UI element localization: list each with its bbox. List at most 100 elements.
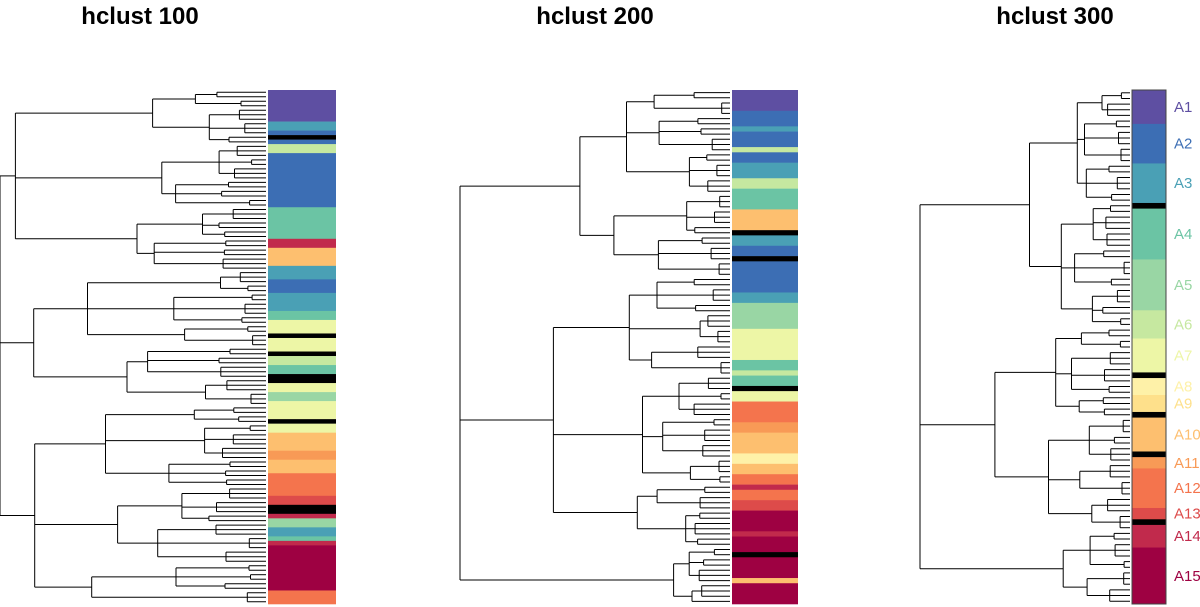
strip-cell-a2	[732, 110, 798, 127]
strip-cell-a2	[1132, 123, 1166, 164]
strip-cell-a2	[732, 131, 798, 148]
cluster-label-a9: A9	[1174, 396, 1192, 413]
strip-cell-a7	[1132, 338, 1166, 373]
strip-cell-a9	[1132, 395, 1166, 413]
strip-cell-a3	[268, 292, 336, 312]
strip-cell-a3	[732, 126, 798, 132]
strip-cell-a15	[732, 583, 798, 605]
strip-cell-a5	[268, 518, 336, 528]
cluster-strip-hclust-200	[732, 90, 798, 605]
strip-cell-a13	[268, 495, 336, 506]
strip-cell-a2	[268, 130, 336, 136]
strip-cell-a5	[1132, 259, 1166, 311]
strip-cell-a4	[268, 207, 336, 240]
strip-cell-a7	[268, 423, 336, 433]
strip-cell-a1	[1132, 90, 1166, 125]
strip-cell-a4	[732, 359, 798, 371]
strip-cell-a12	[732, 489, 798, 501]
strip-cell-a4	[268, 536, 336, 542]
cluster-label-a15: A15	[1174, 568, 1200, 585]
strip-cell-a6	[268, 144, 336, 154]
cluster-label-a10: A10	[1174, 427, 1200, 444]
cluster-label-a6: A6	[1174, 316, 1192, 333]
strip-cell-a3	[732, 235, 798, 247]
strip-cell-a5	[268, 392, 336, 402]
strip-cell-a11	[732, 422, 798, 433]
strip-cell-a15	[1132, 547, 1166, 605]
strip-cell-unassigned	[268, 351, 336, 357]
strip-cell-a13	[1132, 507, 1166, 520]
strip-cell-unassigned	[732, 230, 798, 236]
strip-cell-a10	[732, 578, 798, 584]
strip-cell-a2	[732, 245, 798, 257]
panel-title-hclust-200: hclust 200	[536, 3, 653, 30]
strip-cell-unassigned	[732, 256, 798, 262]
strip-cell-a14	[268, 513, 336, 519]
strip-cell-a2	[268, 139, 336, 145]
strip-cell-unassigned	[1132, 202, 1166, 209]
strip-cell-unassigned	[268, 419, 336, 424]
strip-cell-a7	[268, 319, 336, 334]
strip-cell-a3	[732, 162, 798, 179]
strip-cell-a14	[732, 484, 798, 491]
strip-cell-a10	[732, 463, 798, 475]
strip-cell-a6	[268, 356, 336, 366]
strip-cell-a4	[732, 188, 798, 210]
strip-cell-a1	[732, 90, 798, 112]
strip-cell-a12	[732, 474, 798, 485]
strip-cell-a6	[1132, 310, 1166, 339]
strip-cell-unassigned	[268, 504, 336, 515]
strip-cell-a10	[1132, 417, 1166, 452]
cluster-label-a8: A8	[1174, 379, 1192, 396]
strip-cell-a6	[732, 178, 798, 189]
dendrogram-hclust-300	[919, 92, 1130, 602]
strip-cell-a7	[732, 391, 798, 402]
strip-cell-a3	[268, 527, 336, 537]
cluster-strip-hclust-300	[1131, 89, 1167, 605]
strip-cell-a4	[732, 375, 798, 387]
strip-border	[1131, 89, 1167, 605]
strip-cell-a2	[268, 153, 336, 208]
panel-title-hclust-100: hclust 100	[81, 3, 198, 30]
strip-cell-a4	[268, 310, 336, 321]
strip-cell-a7	[268, 337, 336, 352]
strip-cell-a3	[1132, 163, 1166, 204]
strip-cell-a14	[732, 531, 798, 537]
strip-cell-unassigned	[1132, 372, 1166, 379]
strip-cell-a10	[268, 247, 336, 267]
cluster-label-a14: A14	[1174, 528, 1200, 545]
strip-cell-a12	[268, 590, 336, 605]
strip-cell-unassigned	[268, 333, 336, 339]
strip-cell-a8	[732, 453, 798, 465]
strip-cell-a6	[732, 147, 798, 153]
strip-cell-a7	[732, 328, 798, 361]
strip-cell-unassigned	[1132, 519, 1166, 526]
strip-cell-a13	[732, 500, 798, 511]
strip-cell-a11	[268, 450, 336, 461]
cluster-strip-hclust-100	[268, 90, 336, 605]
strip-cell-a10	[732, 209, 798, 231]
strip-cell-a1	[268, 90, 336, 122]
strip-cell-unassigned	[1132, 411, 1166, 418]
strip-cell-a15	[268, 545, 336, 591]
cluster-label-a2: A2	[1174, 136, 1192, 153]
cluster-label-a3: A3	[1174, 175, 1192, 192]
strip-cell-a7	[268, 401, 336, 420]
dendrogram-hclust-200	[459, 92, 730, 602]
panel-title-hclust-300: hclust 300	[996, 3, 1113, 30]
strip-cell-unassigned	[732, 385, 798, 392]
strip-cell-unassigned	[268, 374, 336, 384]
strip-cell-a3	[268, 265, 336, 280]
strip-cell-a11	[1132, 457, 1166, 469]
strip-cell-a15	[732, 557, 798, 579]
strip-cell-a15	[732, 536, 798, 553]
panel-hclust-200	[459, 90, 798, 605]
cluster-label-a11: A11	[1174, 455, 1200, 472]
cluster-label-a4: A4	[1174, 226, 1192, 243]
strip-cell-a3	[268, 121, 336, 131]
strip-cell-a8	[1132, 378, 1166, 396]
strip-cell-a4	[1132, 208, 1166, 260]
strip-cell-a12	[268, 473, 336, 497]
strip-cell-a15	[732, 510, 798, 532]
